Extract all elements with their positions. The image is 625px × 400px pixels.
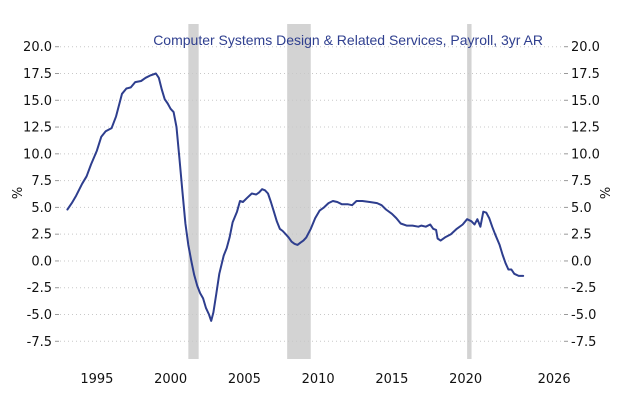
y-right-tick-label: 2.5	[571, 228, 592, 243]
x-tick-label: 2020	[449, 372, 482, 387]
x-tick-label: 2026	[538, 372, 571, 387]
y-left-tick-label: 17.5	[23, 67, 52, 82]
x-tick-label: 2010	[302, 372, 335, 387]
chart-title: Computer Systems Design & Related Servic…	[153, 32, 543, 48]
series-line-0	[66, 72, 525, 322]
y-left-tick-label: 20.0	[23, 40, 52, 55]
y-right-tick-label: 12.5	[571, 121, 600, 136]
y-axis-left-label: %	[11, 187, 26, 199]
x-tick-label: 2015	[375, 372, 408, 387]
y-right-tick-label: 5.0	[571, 201, 592, 216]
recession-band-2	[467, 24, 472, 359]
grid-lines	[60, 46, 563, 342]
y-axis-right-label: %	[599, 187, 614, 199]
y-right-tick-label: -5.0	[571, 308, 596, 323]
y-right-tick-label: 15.0	[571, 94, 600, 109]
series-layer	[66, 72, 525, 322]
y-left-tick-label: 7.5	[31, 174, 52, 189]
y-right-tick-label: 7.5	[571, 174, 592, 189]
recession-bands	[188, 24, 472, 359]
recession-band-0	[188, 24, 199, 359]
y-left-tick-label: 0.0	[31, 254, 52, 269]
y-right-tick-label: -7.5	[571, 335, 596, 350]
y-left-tick-label: -5.0	[27, 308, 52, 323]
x-axis-ticks: 1995 2000 2005 2010 2015 2020 2026	[80, 372, 570, 387]
y-axis-right-ticks: 20.0 17.5 15.0 12.5 10.0 7.5 5.0 2.5 0.0 -2.5 -5.0…	[564, 40, 600, 350]
y-left-tick-label: 12.5	[23, 121, 52, 136]
recession-band-1	[287, 24, 311, 359]
y-left-tick-label: -2.5	[27, 281, 52, 296]
x-tick-label: 1995	[80, 372, 113, 387]
y-right-tick-label: 20.0	[571, 40, 600, 55]
y-left-tick-label: 5.0	[31, 201, 52, 216]
x-tick-label: 2005	[228, 372, 261, 387]
x-tick-label: 2000	[154, 372, 187, 387]
y-axis-left-ticks: 20.0 17.5 15.0 12.5 10.0 7.5 5.0 2.5 0.0 -2.5 -5.0…	[23, 40, 59, 350]
y-left-tick-label: -7.5	[27, 335, 52, 350]
y-right-tick-label: 10.0	[571, 147, 600, 162]
y-right-tick-label: -2.5	[571, 281, 596, 296]
y-left-tick-label: 15.0	[23, 94, 52, 109]
y-left-tick-label: 10.0	[23, 147, 52, 162]
y-right-tick-label: 17.5	[571, 67, 600, 82]
y-left-tick-label: 2.5	[31, 228, 52, 243]
y-right-tick-label: 0.0	[571, 254, 592, 269]
